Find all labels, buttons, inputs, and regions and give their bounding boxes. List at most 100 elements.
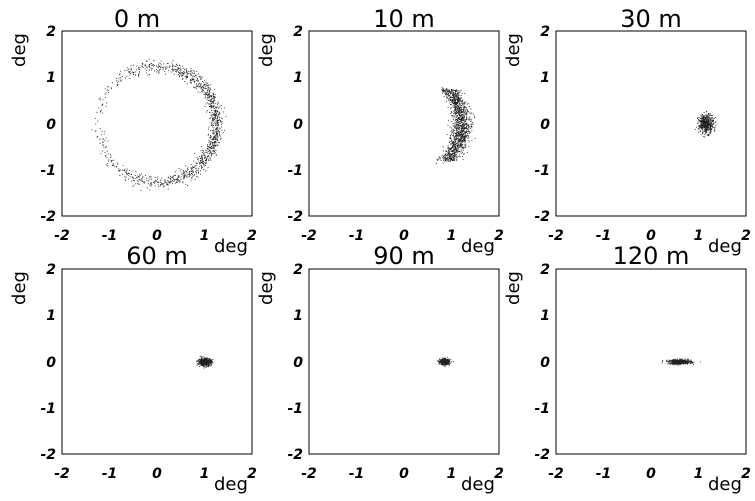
scatter-point bbox=[459, 112, 461, 113]
scatter-point bbox=[106, 89, 108, 91]
scatter-point bbox=[208, 141, 210, 143]
scatter-point bbox=[205, 155, 206, 157]
y-tick-label: 2 bbox=[293, 24, 303, 40]
scatter-point bbox=[439, 360, 440, 362]
scatter-point bbox=[450, 93, 451, 95]
scatter-point bbox=[213, 118, 215, 120]
scatter-point bbox=[702, 124, 704, 125]
scatter-point bbox=[207, 148, 208, 150]
scatter-point bbox=[459, 115, 461, 117]
scatter-point bbox=[466, 103, 468, 105]
scatter-point bbox=[447, 158, 449, 160]
scatter-point bbox=[95, 130, 97, 132]
scatter-point bbox=[682, 363, 684, 365]
scatter-point bbox=[102, 141, 104, 143]
scatter-point bbox=[445, 92, 446, 94]
scatter-point bbox=[461, 126, 463, 128]
scatter-point bbox=[454, 111, 456, 113]
scatter-point bbox=[703, 117, 705, 118]
scatter-point bbox=[454, 152, 456, 154]
scatter-point bbox=[464, 114, 466, 116]
scatter-point bbox=[457, 144, 459, 146]
scatter-point bbox=[456, 152, 458, 154]
scatter-point bbox=[175, 179, 177, 181]
scatter-point bbox=[702, 117, 704, 119]
scatter-points bbox=[437, 356, 454, 368]
scatter-point bbox=[444, 158, 446, 160]
scatter-point bbox=[148, 182, 149, 184]
scatter-point bbox=[215, 127, 217, 129]
scatter-point bbox=[205, 363, 207, 364]
scatter-point bbox=[215, 113, 217, 115]
scatter-point bbox=[457, 95, 459, 97]
scatter-point bbox=[442, 146, 444, 148]
scatter-point bbox=[213, 93, 214, 95]
scatter-point bbox=[666, 360, 667, 361]
scatter-point bbox=[461, 124, 463, 126]
scatter-point bbox=[202, 364, 203, 366]
scatter-point bbox=[450, 160, 451, 161]
scatter-point bbox=[149, 176, 151, 178]
scatter-point bbox=[209, 359, 211, 361]
scatter-point bbox=[215, 131, 217, 133]
panel-title: 10 m bbox=[373, 5, 435, 33]
scatter-point bbox=[669, 362, 671, 364]
scatter-point bbox=[454, 144, 456, 145]
scatter-point bbox=[459, 97, 461, 99]
scatter-point bbox=[447, 147, 449, 149]
scatter-point bbox=[193, 160, 195, 162]
scatter-point bbox=[670, 360, 672, 362]
scatter-point bbox=[702, 118, 704, 120]
scatter-point bbox=[459, 154, 461, 156]
scatter-point bbox=[214, 136, 216, 138]
scatter-point bbox=[201, 157, 202, 159]
scatter-point bbox=[707, 134, 709, 136]
scatter-point bbox=[458, 96, 459, 98]
scatter-point bbox=[443, 361, 445, 362]
scatter-point bbox=[215, 140, 216, 142]
scatter-point bbox=[449, 138, 451, 140]
scatter-point bbox=[461, 135, 463, 136]
scatter-point bbox=[184, 69, 186, 71]
scatter-point bbox=[706, 127, 708, 129]
scatter-point bbox=[192, 70, 194, 72]
scatter-point bbox=[214, 114, 216, 116]
scatter-point bbox=[209, 91, 211, 93]
scatter-point bbox=[445, 160, 447, 162]
scatter-point bbox=[138, 74, 139, 76]
scatter-point bbox=[207, 147, 208, 149]
scatter-point bbox=[178, 64, 180, 66]
scatter-point bbox=[468, 124, 469, 126]
scatter-point bbox=[200, 161, 202, 163]
scatter-point bbox=[170, 178, 171, 180]
scatter-point bbox=[154, 185, 156, 187]
scatter-point bbox=[462, 112, 464, 114]
scatter-point bbox=[699, 120, 701, 122]
y-tick-label: 0 bbox=[46, 355, 56, 371]
scatter-point bbox=[204, 359, 206, 361]
scatter-point bbox=[446, 97, 448, 99]
scatter-point bbox=[677, 362, 679, 364]
scatter-point bbox=[200, 359, 202, 361]
scatter-point bbox=[196, 176, 198, 177]
scatter-point bbox=[454, 98, 456, 100]
scatter-point bbox=[450, 148, 452, 150]
scatter-point bbox=[454, 144, 456, 146]
scatter-point bbox=[457, 127, 459, 129]
scatter-point bbox=[201, 356, 203, 358]
scatter-point bbox=[463, 136, 465, 138]
scatter-point bbox=[455, 102, 456, 104]
scatter-point bbox=[163, 183, 165, 184]
scatter-point bbox=[453, 115, 455, 117]
scatter-point bbox=[703, 124, 705, 126]
scatter-point bbox=[211, 361, 213, 363]
scatter-point bbox=[213, 125, 214, 126]
scatter-point bbox=[705, 116, 707, 118]
scatter-point bbox=[461, 108, 462, 110]
scatter-point bbox=[449, 153, 451, 155]
scatter-point bbox=[704, 119, 706, 121]
scatter-point bbox=[452, 117, 454, 119]
scatter-point bbox=[193, 73, 195, 75]
scatter-point bbox=[666, 359, 668, 361]
scatter-point bbox=[456, 94, 457, 96]
